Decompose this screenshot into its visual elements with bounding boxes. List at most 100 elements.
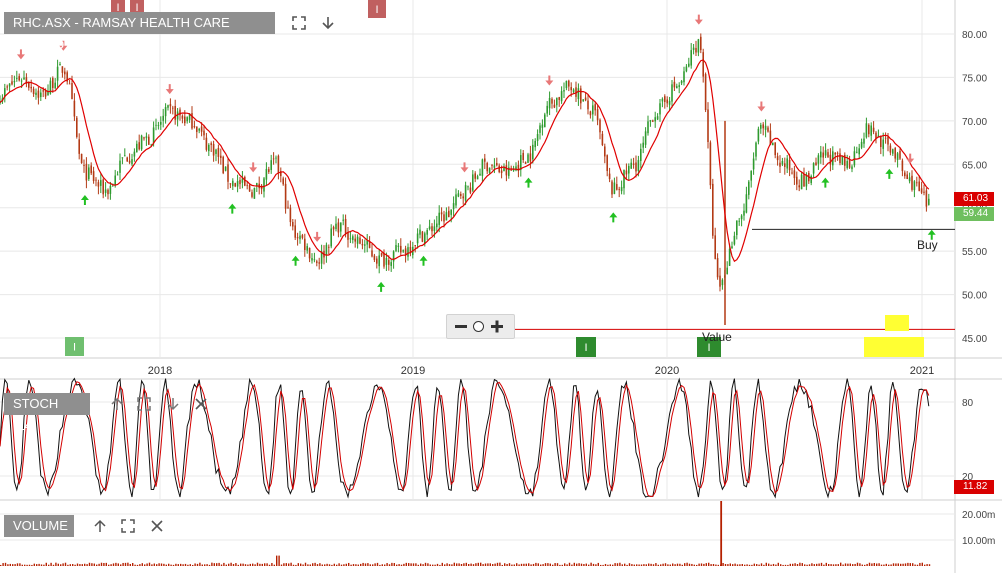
volume-bar bbox=[866, 563, 868, 566]
arrow-up-icon[interactable] bbox=[108, 395, 126, 413]
volume-bar bbox=[921, 562, 923, 566]
volume-bar bbox=[19, 563, 21, 566]
volume-bar bbox=[523, 563, 525, 566]
volume-bar bbox=[252, 563, 254, 566]
buy-arrow-icon bbox=[885, 168, 894, 179]
volume-bar bbox=[192, 564, 194, 566]
volume-bar bbox=[842, 564, 844, 566]
volume-bar bbox=[655, 563, 657, 566]
price-bar-body bbox=[292, 221, 294, 227]
volume-bar bbox=[343, 564, 345, 566]
price-bar-body bbox=[827, 152, 829, 158]
price-bar-body bbox=[181, 115, 184, 119]
volume-bar bbox=[304, 562, 307, 566]
volume-bar bbox=[652, 564, 655, 566]
price-bar-body bbox=[812, 163, 815, 174]
volume-bar bbox=[280, 564, 283, 566]
volume-bar bbox=[290, 562, 292, 566]
volume-bar bbox=[400, 564, 403, 566]
volume-bar bbox=[120, 564, 122, 566]
price-bar-body bbox=[462, 196, 464, 199]
zoom-slider-handle[interactable] bbox=[473, 321, 484, 332]
volume-bar bbox=[350, 564, 352, 566]
price-bar-body bbox=[241, 178, 244, 183]
volume-bar bbox=[784, 564, 787, 566]
price-bar-body bbox=[419, 229, 421, 235]
fullscreen-icon[interactable] bbox=[135, 395, 153, 413]
price-bar-body bbox=[779, 162, 781, 167]
price-bar-body bbox=[455, 194, 457, 206]
volume-bar bbox=[333, 563, 335, 566]
volume-bar bbox=[844, 563, 847, 566]
volume-bar bbox=[760, 563, 763, 566]
volume-bar bbox=[770, 564, 772, 566]
sell-arrow-shape bbox=[16, 49, 25, 60]
arrow-down-icon[interactable] bbox=[164, 395, 182, 413]
price-bar-body bbox=[558, 97, 560, 100]
buy-arrow-icon bbox=[377, 281, 386, 292]
price-bar-body bbox=[6, 86, 8, 88]
price-bar-body bbox=[781, 160, 784, 165]
volume-bar bbox=[268, 564, 271, 566]
volume-bar bbox=[72, 564, 74, 566]
price-bar-body bbox=[220, 155, 222, 158]
sell-arrow-icon bbox=[59, 40, 68, 51]
volume-bar bbox=[189, 564, 191, 566]
price-bar-body bbox=[772, 142, 774, 146]
zoom-out-button[interactable] bbox=[453, 318, 469, 334]
volume-bar bbox=[417, 564, 419, 566]
price-bar-body bbox=[44, 91, 47, 97]
price-bar-body bbox=[433, 226, 436, 232]
volume-bar bbox=[873, 562, 875, 566]
volume-bar bbox=[424, 562, 427, 566]
price-bar-body bbox=[829, 154, 832, 165]
price-bar-body bbox=[700, 36, 702, 51]
arrow-up-icon[interactable] bbox=[91, 517, 109, 535]
price-panel-title: RHC.ASX - RAMSAY HEALTH CARE LIMITED bbox=[4, 12, 275, 52]
price-bar-body bbox=[712, 183, 714, 236]
volume-bar bbox=[530, 564, 532, 566]
close-icon[interactable] bbox=[192, 395, 210, 413]
price-bar-body bbox=[251, 192, 253, 197]
volume-bar bbox=[835, 564, 837, 566]
price-bar-body bbox=[798, 185, 800, 188]
price-bar-body bbox=[90, 165, 92, 174]
buy-arrow-shape bbox=[609, 212, 618, 223]
arrow-down-icon[interactable] bbox=[319, 14, 337, 32]
volume-bar bbox=[576, 563, 578, 566]
price-bar-body bbox=[128, 160, 131, 163]
volume-bar bbox=[129, 563, 131, 566]
volume-bar bbox=[916, 564, 919, 566]
price-bar-body bbox=[234, 183, 236, 187]
price-bar-body bbox=[306, 246, 308, 251]
zoom-in-button[interactable] bbox=[489, 318, 505, 334]
volume-bar bbox=[496, 562, 499, 566]
price-bar-body bbox=[709, 142, 712, 186]
price-bar-body bbox=[472, 174, 474, 191]
volume-bar bbox=[801, 563, 803, 566]
price-bar-body bbox=[760, 124, 762, 129]
fullscreen-icon[interactable] bbox=[290, 14, 308, 32]
price-bar-body bbox=[332, 227, 335, 230]
volume-bar bbox=[722, 563, 724, 566]
price-bar-body bbox=[748, 181, 750, 195]
fullscreen-icon[interactable] bbox=[119, 517, 137, 535]
price-bar-body bbox=[599, 119, 601, 133]
price-bar-body bbox=[443, 214, 445, 222]
volume-bar bbox=[81, 564, 83, 566]
price-bar-body bbox=[109, 185, 112, 194]
price-bar-body bbox=[136, 143, 138, 153]
sell-arrow-icon bbox=[545, 75, 554, 86]
close-icon[interactable] bbox=[148, 517, 166, 535]
volume-bar bbox=[612, 564, 614, 566]
price-bar-body bbox=[448, 210, 450, 218]
buy-arrow-shape bbox=[821, 177, 830, 188]
price-bar-body bbox=[23, 77, 25, 80]
volume-bar bbox=[859, 563, 861, 566]
volume-bar bbox=[204, 564, 206, 566]
price-bar-body bbox=[704, 74, 707, 111]
price-bar-body bbox=[392, 251, 395, 262]
volume-bar bbox=[780, 564, 782, 566]
price-bar-body bbox=[320, 251, 323, 264]
price-bar-body bbox=[287, 206, 289, 208]
